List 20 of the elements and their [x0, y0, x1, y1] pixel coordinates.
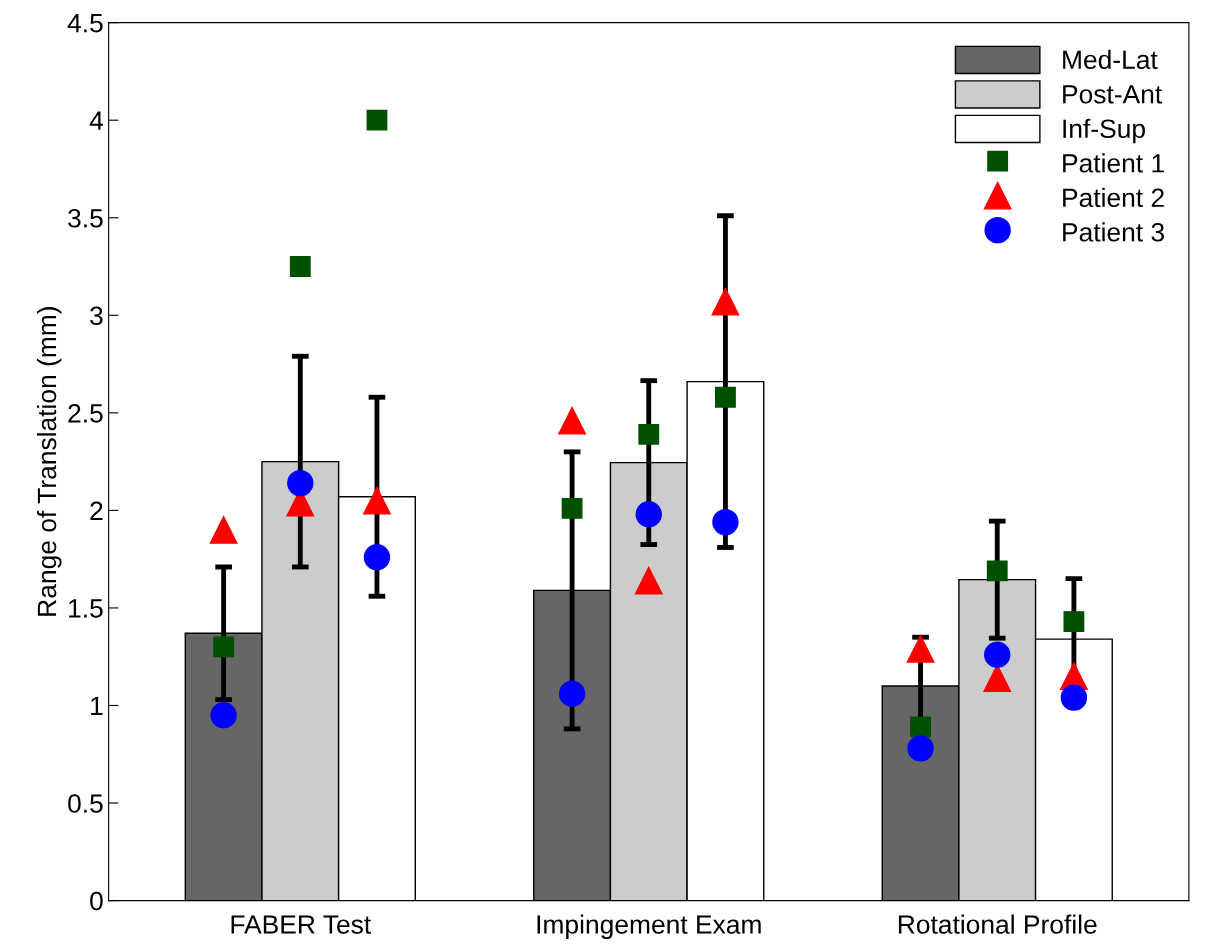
y-tick-label: 2.5: [68, 403, 103, 423]
y-tick-label: 3.5: [68, 208, 103, 228]
y-tick-label: 0: [90, 891, 103, 911]
y-tick-label: 2: [90, 501, 103, 520]
legend-label: Patient 1: [1063, 153, 1164, 173]
y-tick-label: 4: [89, 111, 103, 130]
legend-label: Patient 3: [1063, 222, 1164, 242]
legend-label: Patient 2: [1063, 187, 1164, 208]
x-tick-label: FABER Test: [231, 915, 371, 934]
y-tick-label: 1.5: [69, 599, 103, 618]
x-tick-label: Impingement Exam: [537, 914, 761, 940]
y-axis-title: Range of Translation (mm): [36, 307, 62, 616]
legend-label: Inf-Sup: [1063, 118, 1145, 144]
y-tick-label: 3: [90, 306, 103, 326]
y-tick-label: 0.5: [68, 794, 103, 813]
y-tick-label: 1: [91, 696, 103, 716]
legend-label: Med-Lat: [1063, 49, 1158, 70]
y-tick-label: 4.5: [67, 14, 103, 33]
legend-label: Post-Ant: [1063, 85, 1162, 104]
x-tick-label: Rotational Profile: [898, 914, 1097, 934]
